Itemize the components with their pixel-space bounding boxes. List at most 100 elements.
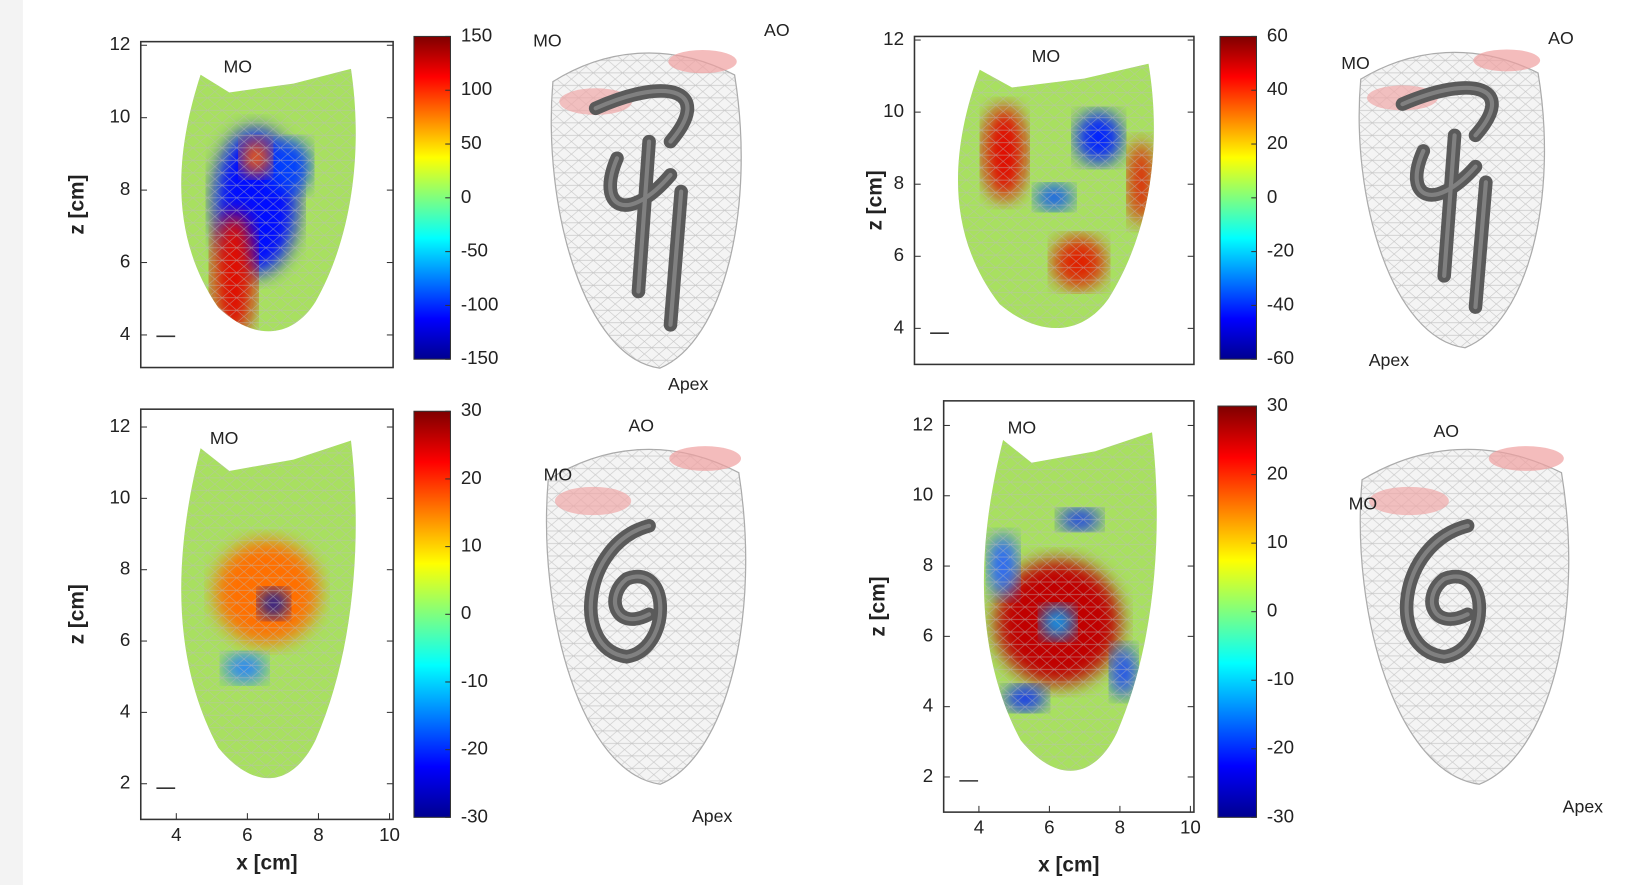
y-axis-label: z [cm] bbox=[66, 175, 89, 235]
valve bbox=[1473, 49, 1541, 72]
x-tick-label: 6 bbox=[1044, 817, 1054, 838]
y-tick-label: 6 bbox=[923, 624, 933, 645]
colorbar-tick-label: -100 bbox=[461, 293, 499, 314]
colorbar-tick-label: 20 bbox=[1267, 463, 1288, 484]
rendering-label: MO bbox=[1341, 53, 1370, 73]
y-tick-label: 2 bbox=[923, 765, 933, 786]
y-tick-label: 6 bbox=[894, 244, 904, 265]
y-tick-label: 6 bbox=[120, 629, 130, 650]
colorbar-tick-label: 100 bbox=[461, 78, 492, 99]
colorbar-tick-label: -20 bbox=[461, 738, 488, 759]
y-axis-label: z [cm] bbox=[863, 170, 886, 230]
colorbar-tick-label: -20 bbox=[1267, 240, 1294, 261]
plot-label: MO bbox=[210, 428, 239, 448]
colorbar bbox=[1217, 405, 1258, 818]
colorbar-tick-label: -20 bbox=[1267, 737, 1294, 758]
rendering-label: Apex bbox=[692, 806, 733, 826]
x-tick-label: 8 bbox=[1115, 817, 1125, 838]
y-tick-label: 10 bbox=[883, 100, 904, 121]
colorbar bbox=[413, 35, 451, 360]
x-tick-label: 10 bbox=[379, 824, 400, 845]
plot-label: MO bbox=[223, 56, 252, 76]
y-tick-label: 8 bbox=[120, 558, 130, 579]
x-tick-label: 10 bbox=[1180, 817, 1201, 838]
y-tick-label: 8 bbox=[923, 554, 933, 575]
colorbar bbox=[1219, 35, 1258, 360]
x-axis-label: x [cm] bbox=[1038, 854, 1099, 877]
rendering-label: MO bbox=[533, 30, 562, 50]
valve bbox=[669, 446, 742, 471]
y-tick-label: 12 bbox=[912, 413, 933, 434]
y-tick-label: 10 bbox=[109, 486, 130, 507]
colorbar-tick-label: 30 bbox=[1267, 394, 1288, 415]
colorbar-tick-label: -10 bbox=[461, 670, 488, 691]
colorbar-tick-label: -10 bbox=[1267, 668, 1294, 689]
rendering-label: AO bbox=[628, 416, 654, 436]
colorbar-tick-label: 60 bbox=[1267, 24, 1288, 45]
y-tick-label: 12 bbox=[109, 415, 130, 436]
valve bbox=[668, 49, 737, 74]
rendering-label: AO bbox=[764, 20, 790, 40]
colorbar bbox=[413, 410, 451, 818]
colorbar-tick-label: 10 bbox=[1267, 531, 1288, 552]
colorbar-tick-label: 0 bbox=[1267, 186, 1277, 207]
plot-label: MO bbox=[1032, 46, 1061, 66]
y-tick-label: 4 bbox=[894, 316, 904, 337]
colorbar-tick-label: -50 bbox=[461, 240, 488, 261]
colorbar-tick-label: 40 bbox=[1267, 78, 1288, 99]
colorbar-tick-label: -30 bbox=[461, 805, 488, 826]
colorbar-tick-label: 150 bbox=[461, 24, 492, 45]
vortex-highlight bbox=[588, 523, 663, 659]
rendering-label: MO bbox=[1349, 494, 1378, 514]
x-tick-label: 4 bbox=[171, 824, 181, 845]
vortex-rendering bbox=[550, 49, 742, 369]
y-tick-label: 10 bbox=[912, 484, 933, 505]
valve bbox=[1369, 486, 1449, 516]
wall-outline bbox=[958, 64, 1154, 328]
y-tick-label: 12 bbox=[109, 33, 130, 54]
y-tick-label: 10 bbox=[109, 106, 130, 127]
rendering-label: Apex bbox=[1369, 350, 1410, 370]
colorbar-tick-label: 10 bbox=[461, 535, 482, 556]
y-tick-label: 12 bbox=[883, 28, 904, 49]
colorbar-tick-label: 0 bbox=[461, 186, 471, 207]
valve bbox=[554, 486, 632, 516]
y-tick-label: 4 bbox=[120, 700, 130, 721]
y-tick-label: 2 bbox=[120, 772, 130, 793]
vortex-rendering bbox=[1358, 49, 1546, 349]
vortex-highlight bbox=[593, 88, 690, 327]
y-tick-label: 6 bbox=[120, 250, 130, 271]
colorbar-tick-label: -150 bbox=[461, 347, 499, 368]
x-tick-label: 8 bbox=[313, 824, 323, 845]
rendering-label: MO bbox=[544, 464, 573, 484]
y-tick-label: 8 bbox=[120, 178, 130, 199]
colorbar-tick-label: 20 bbox=[461, 467, 482, 488]
vortex-highlight bbox=[1404, 523, 1482, 659]
vortex-rendering bbox=[1359, 446, 1570, 785]
rendering-label: AO bbox=[1548, 28, 1574, 48]
colorbar-tick-label: -60 bbox=[1267, 347, 1294, 368]
colorbar-tick-label: 50 bbox=[461, 132, 482, 153]
colorbar-tick-label: 20 bbox=[1267, 132, 1288, 153]
rendering-label: AO bbox=[1433, 421, 1459, 441]
x-axis-label: x [cm] bbox=[236, 852, 297, 875]
vortex-rendering bbox=[545, 446, 747, 785]
plot-label: MO bbox=[1008, 418, 1037, 438]
colorbar-tick-label: -30 bbox=[1267, 805, 1294, 826]
panel: MO 4 6 8 10 12 z [cm] -150 -100 -50 0 50 100 150 MO AO A… bbox=[66, 20, 790, 394]
x-tick-label: 4 bbox=[974, 817, 984, 838]
x-tick-label: 6 bbox=[242, 824, 252, 845]
y-tick-label: 8 bbox=[894, 172, 904, 193]
y-tick-label: 4 bbox=[120, 323, 130, 344]
rendering-label: Apex bbox=[668, 374, 709, 394]
rendering-label: Apex bbox=[1563, 797, 1604, 817]
colorbar-tick-label: 0 bbox=[461, 602, 471, 623]
panel: MO 4 6 8 10 12 z [cm] -60 -40 -20 0 20 40 60 MO AO Apex bbox=[863, 24, 1573, 370]
colorbar-tick-label: 0 bbox=[1267, 600, 1277, 621]
y-tick-label: 4 bbox=[923, 695, 933, 716]
vortex-highlight bbox=[1400, 85, 1495, 310]
y-axis-label: z [cm] bbox=[66, 584, 89, 644]
y-axis-label: z [cm] bbox=[867, 576, 890, 636]
